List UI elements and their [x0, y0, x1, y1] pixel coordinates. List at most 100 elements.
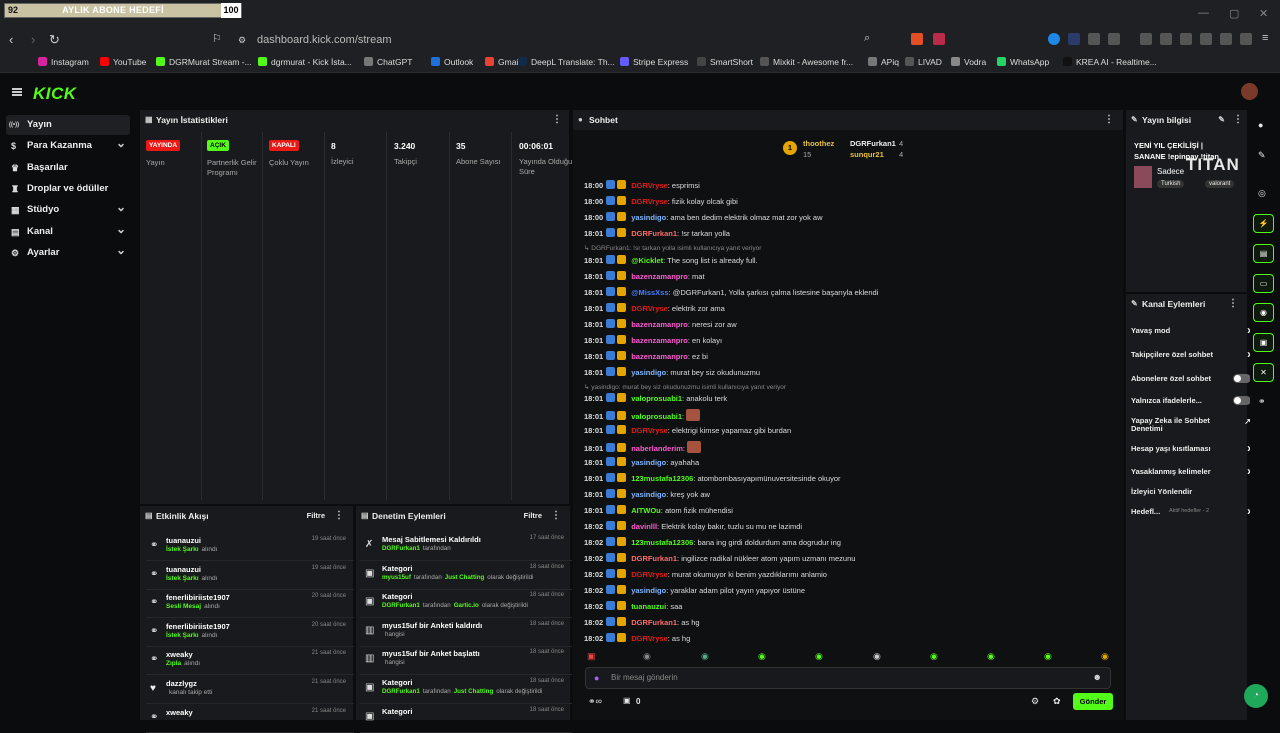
chat-username[interactable]: yasindigo [631, 213, 667, 222]
shield-icon[interactable] [1240, 33, 1252, 45]
chevron-down-icon[interactable]: ⌄ [115, 242, 126, 257]
chat-input[interactable]: ● Bir mesaj gönderin ☻ [585, 667, 1111, 689]
chevron-right-icon[interactable]: › [1247, 347, 1251, 361]
chevron-right-icon[interactable]: › [1247, 504, 1251, 518]
more-icon[interactable]: ⋮ [551, 510, 561, 521]
moderation-user[interactable]: myus15uf [382, 573, 411, 581]
moderation-category[interactable]: Just Chatting [453, 688, 494, 695]
forward-icon[interactable]: › [31, 32, 36, 47]
emote-icon[interactable]: ◉ [758, 651, 766, 661]
tag[interactable]: Turkish [1157, 180, 1185, 188]
emote-icon[interactable]: ▣ [587, 651, 596, 661]
avatar[interactable] [1241, 83, 1258, 100]
info-icon[interactable]: ● [1258, 120, 1264, 130]
sidebar-item[interactable]: ▤ Kanal ⌄ [6, 222, 130, 242]
bookmark-item[interactable]: ChatGPT [364, 57, 412, 67]
activity-username[interactable]: dazzlygz [166, 679, 197, 688]
chat-username[interactable]: AITWOu [631, 506, 661, 515]
channel-action-item[interactable]: İzleyici Yönlendir [1131, 487, 1251, 496]
channel-action-item[interactable]: Yasaklanmış kelimeler › [1131, 464, 1251, 478]
chat-username[interactable]: DGRVryse [631, 181, 668, 190]
more-icon[interactable]: ⋮ [1233, 114, 1243, 125]
chat-username[interactable]: DGRFurkan1 [631, 554, 678, 563]
chat-username[interactable]: yasindigo [631, 586, 667, 595]
emote-icon[interactable]: ◉ [701, 651, 709, 661]
channel-action-item[interactable]: Abonelere özel sohbet [1131, 374, 1251, 383]
sidebar-item[interactable]: ♛ Başarılar [6, 158, 130, 178]
chat-username[interactable]: bazenzamanpro [631, 319, 688, 329]
activity-username[interactable]: tuanauzui [166, 564, 201, 574]
bookmark-item[interactable]: SmartShort [697, 57, 753, 67]
target-icon[interactable]: ◎ [1258, 188, 1266, 198]
emote-icon[interactable]: ◉ [987, 651, 995, 661]
sidebar-icon[interactable] [1180, 33, 1192, 45]
more-icon[interactable]: ⋮ [334, 510, 344, 521]
media-icon[interactable] [1160, 33, 1172, 45]
chat-username[interactable]: 123mustafa12306 [631, 538, 694, 547]
channel-action-item[interactable]: Hesap yaşı kısıtlaması › [1131, 441, 1251, 455]
bookmark-item[interactable]: DeepL Translate: Th... [518, 57, 615, 67]
moderation-category[interactable]: Gartic.io [453, 602, 479, 610]
connections-icon[interactable]: ⚭ [1258, 396, 1266, 406]
extension-icon[interactable] [1108, 33, 1120, 45]
bookmark-icon[interactable]: ⚐ [212, 33, 222, 45]
activity-username[interactable]: fenerlibiriiste1907 [166, 621, 230, 631]
bookmark-item[interactable]: DGRMurat Stream -... [156, 57, 252, 67]
gift-icon[interactable]: ✿ [1053, 696, 1061, 706]
chat-username[interactable]: bazenzamanpro [631, 335, 688, 345]
bookmark-item[interactable]: Outlook [431, 57, 473, 67]
search-icon[interactable]: ⌕ [864, 32, 871, 44]
emoji-icon[interactable]: ☻ [1092, 672, 1102, 682]
sidebar-item[interactable]: ▦ Stüdyo ⌄ [6, 200, 130, 220]
note-icon[interactable]: ▤ [1253, 244, 1274, 263]
emote-icon[interactable]: ◉ [815, 651, 823, 661]
settings-icon[interactable]: ⚙ [1031, 696, 1040, 706]
maximize-icon[interactable]: ▢ [1229, 8, 1240, 20]
extensions-icon[interactable] [1088, 33, 1100, 45]
activity-filter-button[interactable]: Filtre [306, 511, 325, 520]
bookmark-item[interactable]: Stripe Express [620, 57, 688, 67]
moderation-filter-button[interactable]: Filtre [523, 511, 542, 520]
toggle-switch[interactable] [1233, 374, 1251, 383]
chat-username[interactable]: tuanauzui [631, 602, 667, 611]
edit-icon[interactable]: ✎ [1218, 115, 1225, 124]
sidebar-item[interactable]: $ Para Kazanma ⌄ [6, 136, 130, 156]
bookmark-item[interactable]: LIVAD [905, 57, 942, 67]
chat-username[interactable]: DGRVryse [631, 426, 668, 435]
emote-icon[interactable]: ◉ [643, 651, 651, 661]
more-icon[interactable]: ⋮ [1228, 298, 1238, 309]
moderation-user[interactable]: DGRFurkan1 [382, 602, 420, 610]
chevron-right-icon[interactable]: › [1247, 441, 1251, 455]
bookmark-item[interactable]: dgrmurat - Kick İsta... [258, 57, 352, 67]
chat-username[interactable]: bazenzamanpro [631, 271, 688, 281]
sidebar-item[interactable]: ((•)) Yayın [6, 115, 130, 135]
moderation-user[interactable]: DGRFurkan1 [382, 545, 420, 552]
toggle-switch[interactable] [1233, 396, 1251, 405]
leader-name[interactable]: sunqur21 [850, 150, 884, 159]
bookmark-item[interactable]: Vodra [951, 57, 986, 67]
reload-icon[interactable]: ↻ [49, 32, 60, 47]
chat-username[interactable]: DGRVryse [631, 303, 668, 313]
minimize-icon[interactable]: — [1198, 7, 1209, 19]
channel-action-item[interactable]: Yapay Zeka ile Sohbet Denetimi ↗ [1131, 417, 1251, 433]
more-icon[interactable]: ⋮ [552, 114, 562, 125]
kick-logo[interactable]: KICK [33, 84, 77, 103]
moderation-category[interactable]: Just Chatting [444, 573, 485, 581]
bookmark-item[interactable]: APiq [868, 57, 899, 67]
channel-action-item[interactable]: Takipçilere özel sohbet › [1131, 347, 1251, 361]
menu-icon[interactable]: ≡ [1262, 32, 1269, 44]
download-icon[interactable] [1140, 33, 1152, 45]
site-info-icon[interactable]: ⚙ [238, 35, 247, 45]
send-button[interactable]: Gönder [1073, 693, 1113, 710]
chat-username[interactable]: DGRVryse [631, 634, 668, 643]
sidebar-item[interactable]: ⚙ Ayarlar ⌄ [6, 243, 130, 263]
bookmark-item[interactable]: Gmail [485, 57, 520, 67]
emote-icon[interactable]: ◉ [1101, 651, 1109, 661]
chat-icon[interactable]: ▭ [1253, 274, 1274, 293]
hamburger-menu-icon[interactable] [12, 88, 22, 96]
bookmark-item[interactable]: Mixkit - Awesome fr... [760, 57, 853, 67]
bookmark-item[interactable]: Instagram [38, 57, 89, 67]
wallet-icon[interactable] [1200, 33, 1212, 45]
extension-icon[interactable] [1048, 33, 1060, 45]
chat-username[interactable]: DGRFurkan1 [631, 618, 678, 627]
